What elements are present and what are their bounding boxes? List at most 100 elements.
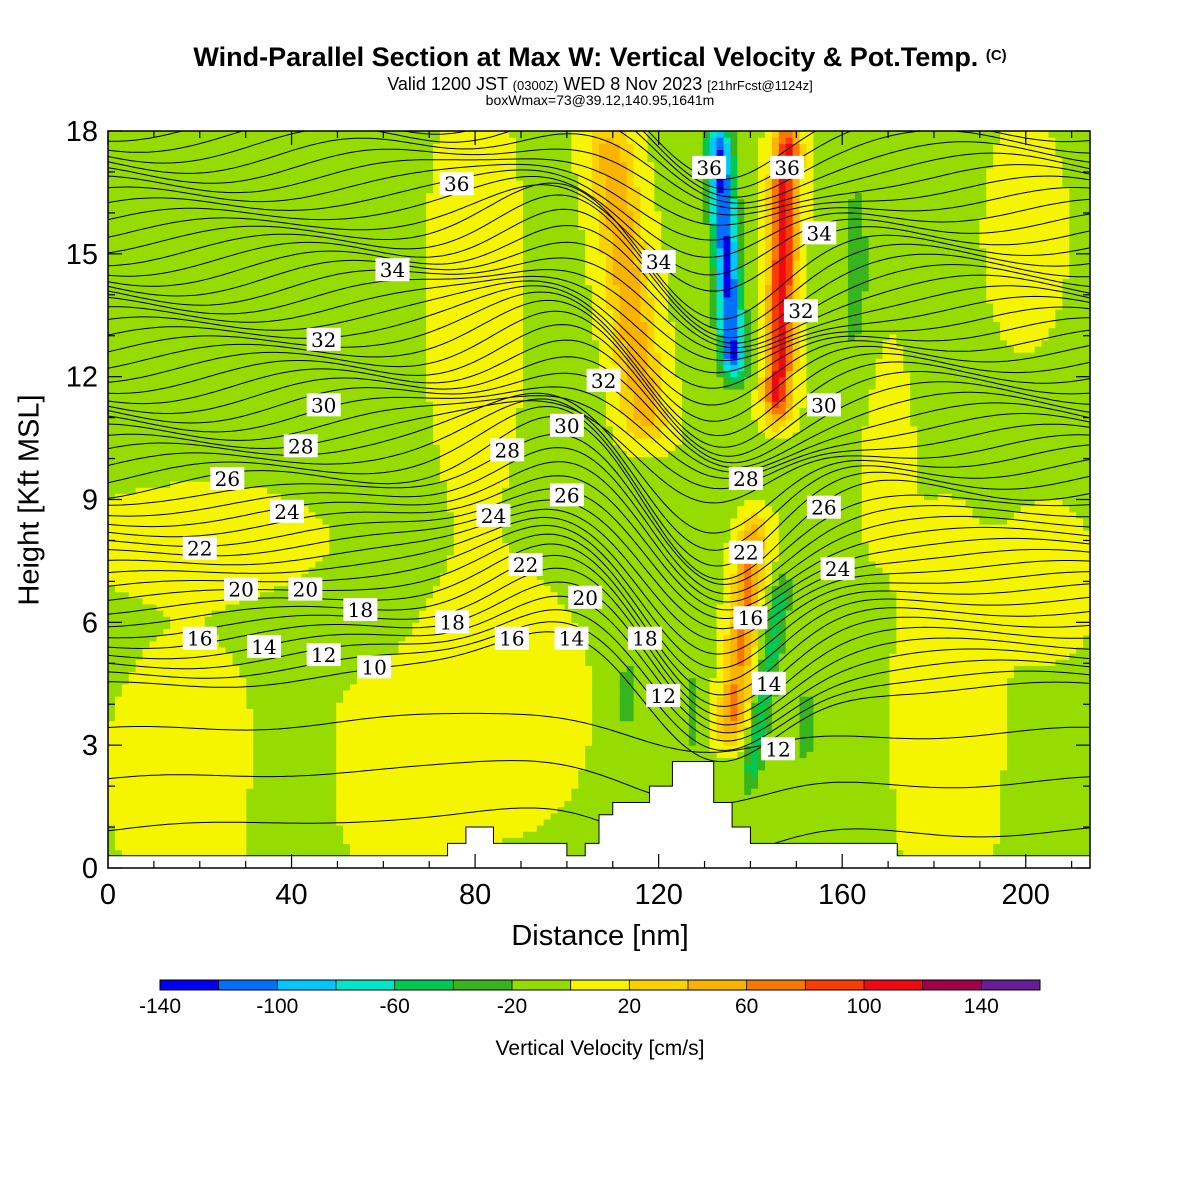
isentrope-label: 24 xyxy=(269,499,304,524)
isentrope-label: 12 xyxy=(646,684,681,708)
isentrope-label: 36 xyxy=(770,155,805,180)
colorbar-swatch xyxy=(160,980,219,990)
valid-date: WED 8 Nov 2023 xyxy=(563,74,703,94)
isentrope-line xyxy=(108,133,1090,209)
isentrope-line xyxy=(108,184,1090,292)
isentrope-line xyxy=(108,280,1090,389)
colorbar-swatch xyxy=(218,980,278,990)
isentrope-label: 22 xyxy=(728,540,763,565)
colorbar-swatch xyxy=(805,980,864,990)
isentrope-line xyxy=(108,176,1090,276)
colorbar-tick-label: -60 xyxy=(379,995,409,1018)
colorbar-swatch xyxy=(453,980,512,990)
isentrope-line xyxy=(108,475,1090,611)
isentrope-label: 22 xyxy=(182,536,217,561)
x-tick-label: 120 xyxy=(634,879,682,911)
isentrope-label: 18 xyxy=(343,598,378,622)
colorbar-swatch xyxy=(512,980,571,990)
y-tick-label: 9 xyxy=(82,485,98,517)
isentrope-line xyxy=(108,275,1090,374)
valid-utc: (0300Z) xyxy=(512,78,559,93)
isentrope-line xyxy=(108,508,1090,642)
isentrope-label: 34 xyxy=(375,258,410,282)
isentrope-line xyxy=(108,395,1090,490)
isentrope-label: 26 xyxy=(806,495,841,520)
isentrope-label: 18 xyxy=(435,610,470,634)
isentrope-line xyxy=(108,158,1090,226)
colorbar-tick-label: 20 xyxy=(618,995,641,1018)
isentrope-line xyxy=(108,208,1090,339)
isentrope-label: 14 xyxy=(247,634,282,659)
isentrope-label: 30 xyxy=(549,413,584,438)
isentrope-line xyxy=(108,631,1090,763)
colorbar-swatch xyxy=(629,980,688,990)
isentrope-label: 32 xyxy=(783,299,818,323)
x-tick-label: 200 xyxy=(1002,879,1050,911)
isentrope-label: 28 xyxy=(490,438,525,462)
x-tick-label: 160 xyxy=(818,879,866,911)
isentrope-label: 10 xyxy=(357,655,392,679)
isentrope-label: 16 xyxy=(733,606,768,630)
isentrope-line xyxy=(108,194,1090,331)
isentrope-label: 16 xyxy=(494,626,529,651)
isentrope-label: 16 xyxy=(182,626,217,651)
colorbar-swatch xyxy=(688,980,747,990)
isentrope-label: 12 xyxy=(306,643,341,667)
isentrope-line xyxy=(108,609,1090,742)
x-tick-label: 0 xyxy=(100,879,116,911)
isentrope-line xyxy=(108,554,1090,707)
isentrope-label: 28 xyxy=(283,434,318,458)
isentrope-line xyxy=(108,386,1090,479)
isentrope-label: 28 xyxy=(728,467,763,491)
isentrope-line xyxy=(108,533,1090,683)
isentrope-line xyxy=(108,241,1090,349)
x-axis-label: Distance [nm] xyxy=(511,920,689,952)
valid-time: Valid 1200 JST xyxy=(387,74,508,94)
isentrope-label: 20 xyxy=(288,577,323,602)
isentrope-lines xyxy=(108,131,1090,858)
isentrope-line xyxy=(108,621,1090,751)
isentrope-line xyxy=(108,148,1090,216)
colorbar-tick-label: 60 xyxy=(735,995,758,1018)
isentrope-line xyxy=(108,324,1090,457)
box-wmax-info: boxWmax=73@39.12,140.95,1641m xyxy=(485,92,715,108)
y-tick-label: 18 xyxy=(66,116,98,148)
isentrope-label: 24 xyxy=(476,503,511,528)
chart-title-text: Wind-Parallel Section at Max W: Vertical… xyxy=(193,42,979,72)
chart-title: Wind-Parallel Section at Max W: Vertical… xyxy=(0,42,1200,73)
colorbar-frame xyxy=(159,979,1041,991)
colorbar-swatch xyxy=(981,980,1040,990)
colorbar-swatch xyxy=(922,980,982,990)
colorbar-tick-label: 140 xyxy=(964,995,999,1018)
colorbar-tick-label: -140 xyxy=(139,995,181,1018)
x-tick-label: 40 xyxy=(275,879,307,911)
isentrope-label: 20 xyxy=(568,585,603,610)
y-tick-label: 15 xyxy=(66,239,98,271)
isentrope-label: 12 xyxy=(760,737,795,761)
isentrope-line xyxy=(108,182,1090,320)
isentrope-line xyxy=(108,524,1090,669)
isentrope-line xyxy=(108,257,1090,354)
isentrope-line xyxy=(108,760,1090,806)
colorbar-tick-label: -100 xyxy=(256,995,298,1018)
isentrope-line xyxy=(108,398,1090,551)
isentrope-line xyxy=(108,488,1090,619)
isentrope-label: 30 xyxy=(306,393,341,417)
isentrope-line xyxy=(108,543,1090,696)
isentrope-line xyxy=(108,310,1090,448)
isentrope-line xyxy=(108,339,1090,464)
isentrope-line xyxy=(108,406,1090,567)
y-tick-label: 3 xyxy=(82,730,98,762)
colorbar-swatch xyxy=(864,980,923,990)
colorbar-swatch xyxy=(394,980,454,990)
colorbar-swatch xyxy=(570,980,630,990)
isentrope-label: 36 xyxy=(692,155,727,180)
isentrope-label: 14 xyxy=(751,671,786,696)
y-tick-label: 6 xyxy=(82,607,98,639)
isentrope-label: 24 xyxy=(820,557,855,581)
isentrope-label: 26 xyxy=(549,483,584,507)
isentrope-label: 32 xyxy=(306,327,341,352)
isentrope-label: 22 xyxy=(508,553,543,577)
